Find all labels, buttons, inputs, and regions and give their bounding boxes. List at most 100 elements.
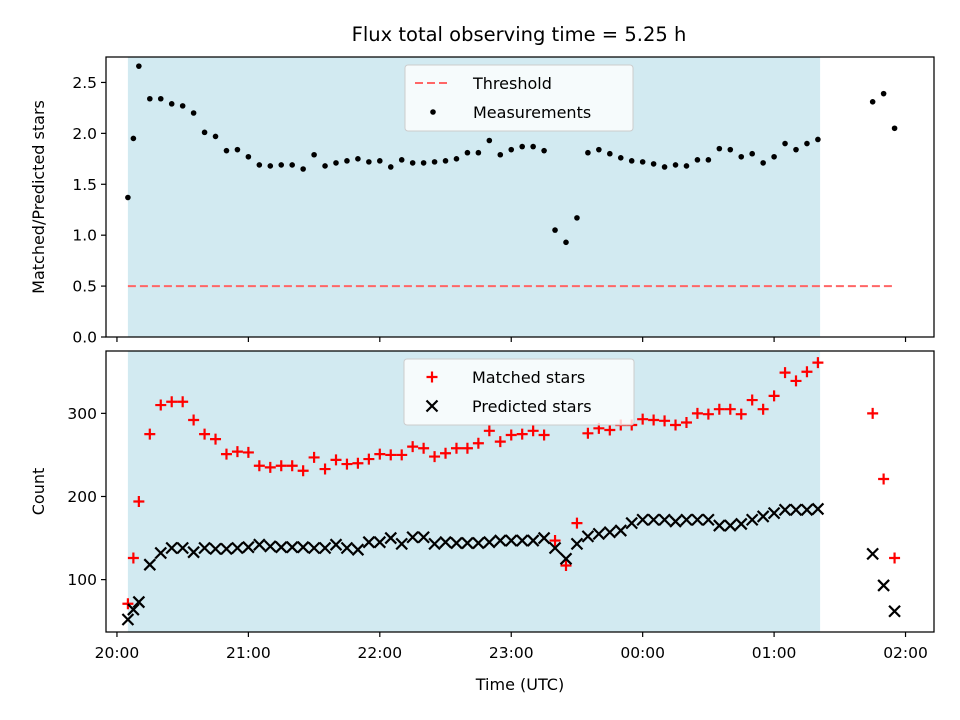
predicted-stars-point [570,537,584,551]
measurements-point [431,159,438,165]
matched-stars-point [210,433,222,445]
measurements-point [409,160,416,166]
predicted-stars-point [132,595,146,609]
measurements-point [300,166,306,172]
measurements-point [497,151,504,158]
top-y-tick-label: 2.0 [72,125,97,143]
matched-stars-point [527,425,539,437]
predicted-stars-point [504,534,518,547]
matched-stars-point [768,390,780,402]
measurements-point [420,160,427,166]
predicted-stars-point [176,541,189,555]
x-tick-label: 01:00 [752,644,797,662]
measurements-point [628,158,635,164]
predicted-stars-point [636,513,649,527]
matched-stars-point [648,414,660,426]
measurements-point [672,162,679,168]
x-tick-label: 23:00 [489,644,534,662]
predicted-stars-point [242,540,255,554]
measurements-point [661,164,668,170]
predicted-stars-point [745,513,759,527]
predicted-stars-point [789,503,803,517]
measurements-point [683,163,690,169]
predicted-stars-point [296,540,310,554]
measurements-point [574,215,580,221]
matched-stars-point [538,429,550,441]
predicted-stars-point [154,546,168,560]
predicted-stars-point [406,530,419,544]
measurements-point [223,147,230,154]
measurements-point [891,125,898,132]
measurements-point [267,163,274,169]
predicted-stars-point [274,540,288,554]
predicted-stars-point [318,541,332,555]
measurements-point [125,194,131,201]
measurements-point [771,153,777,160]
top-panel: 0.0 0.5 1.0 1.5 2.0 2.5 Matched/Predicted sta… [29,56,935,347]
matched-stars-legend-swatch [426,371,438,383]
measurements-point [639,159,646,165]
predicted-stars-point [494,534,507,547]
matched-stars-point [483,425,495,437]
measurements-point [486,137,493,144]
predicted-stars-point [526,534,540,547]
predicted-stars-point [351,543,365,556]
matched-stars-point [790,375,802,387]
measurements-point [650,161,657,167]
matched-stars-point [188,414,200,426]
measurements-point [289,162,295,168]
bottom-y-tick-label: 300 [67,405,97,423]
predicted-stars-point [734,517,748,531]
predicted-stars-point [439,535,452,549]
measurements-point [563,239,569,246]
measurements-point [552,227,558,233]
matched-stars-point [297,465,309,477]
matched-stars-point [801,366,813,378]
matched-stars-point [812,357,824,369]
measurements-point [596,146,602,153]
top-y-tick-label: 1.5 [72,176,97,194]
matched-stars-point [330,454,342,466]
matched-stars-point [286,460,298,472]
measurements-point [201,129,208,136]
predicted-stars-point [877,579,890,592]
measurements-point [869,99,876,105]
predicted-stars-point [669,515,682,528]
predicted-stars-legend-label: Predicted stars [472,397,592,416]
measurements-point [398,157,405,163]
measurements-point [130,135,137,142]
measurements-point [147,95,153,102]
matched-stars-point [177,396,189,408]
top-y-tick-label: 2.5 [72,74,97,92]
measurements-point [607,150,613,157]
top-y-tick-label: 1.0 [72,227,97,245]
matched-stars-point [516,428,528,440]
measurements-point [804,140,810,147]
predicted-stars-point [253,538,266,551]
measurements-point [508,146,515,153]
predicted-stars-point [767,506,781,520]
matched-stars-point [418,442,430,454]
matched-stars-point [461,442,473,454]
predicted-stars-point [625,516,638,530]
measurements-point [366,159,372,165]
measurements-point [694,157,701,163]
predicted-stars-point [483,535,496,549]
matched-stars-point [450,442,462,454]
matched-stars-point [122,598,134,610]
predicted-stars-point [614,524,628,537]
measurements-point [453,156,460,162]
predicted-stars-point [220,542,233,556]
predicted-stars-point [537,531,551,545]
bottom-axes-frame [105,350,935,633]
matched-stars-point [878,473,890,485]
measurements-legend-swatch [430,109,436,115]
predicted-stars-point [515,534,529,547]
threshold-legend-label: Threshold [472,74,552,93]
measurements-point [442,158,449,164]
matched-stars-point [264,461,276,473]
predicted-stars-point [702,513,715,527]
matched-stars-point [582,427,594,439]
bottom-y-tick-label: 200 [67,488,97,506]
matched-stars-point [494,436,506,448]
